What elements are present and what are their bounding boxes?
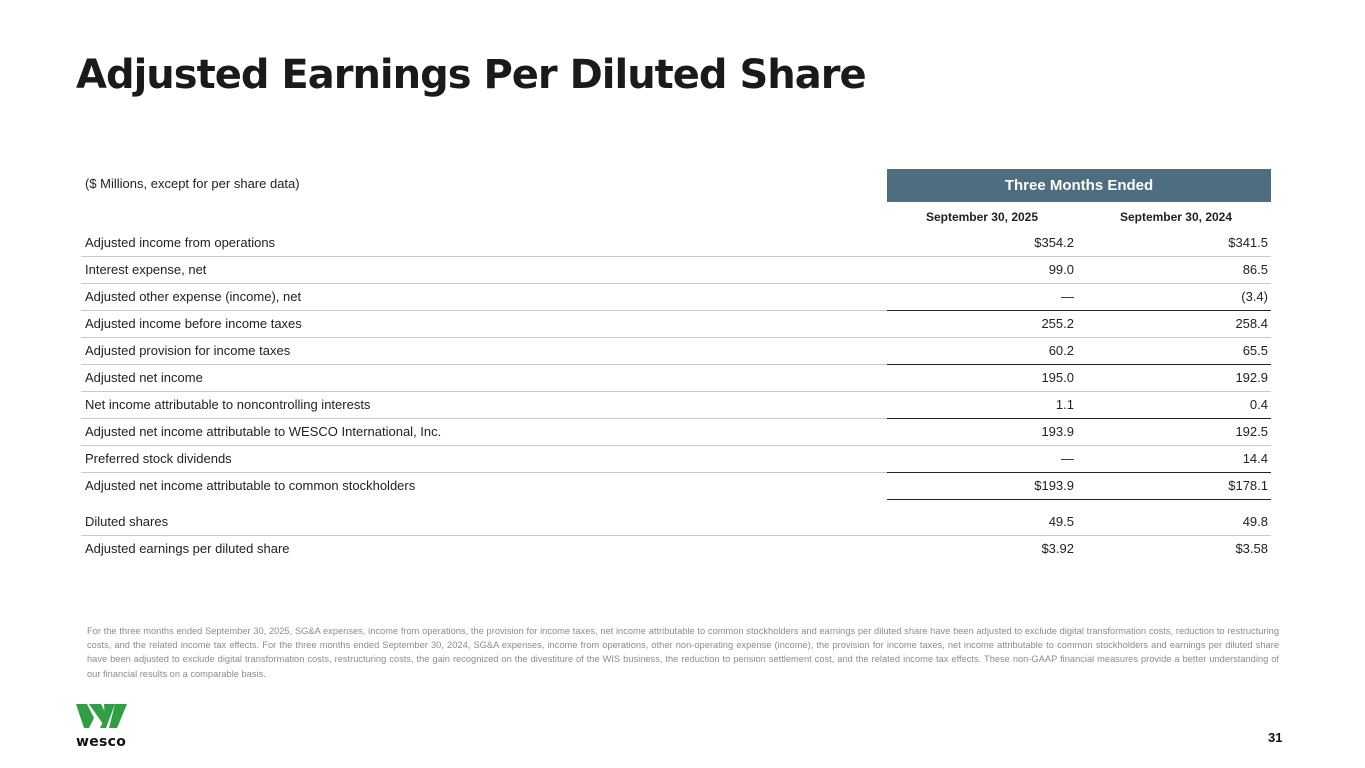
logo-wordmark: wesco — [76, 734, 127, 750]
value-2024: 258.4 — [1235, 316, 1268, 331]
footnote: For the three months ended September 30,… — [87, 626, 1279, 679]
row-label: Adjusted earnings per diluted share — [85, 541, 290, 556]
value-2025: 255.2 — [1041, 316, 1074, 331]
table-row: Preferred stock dividends — 14.4 — [81, 446, 1271, 473]
column-header-row: September 30, 2025 September 30, 2024 — [81, 202, 1271, 230]
value-2025: $193.9 — [1034, 478, 1074, 493]
value-2025: $354.2 — [1034, 235, 1074, 250]
value-2024: (3.4) — [1241, 289, 1268, 304]
logo-mark-icon — [76, 704, 127, 728]
row-label: Adjusted net income attributable to WESC… — [85, 424, 442, 439]
table-row: Adjusted income before income taxes 255.… — [81, 311, 1271, 338]
page-title: Adjusted Earnings Per Diluted Share — [76, 52, 867, 98]
subtotal-rule — [887, 310, 1081, 311]
subtotal-rule — [887, 364, 1081, 365]
value-2024: $3.58 — [1235, 541, 1268, 556]
subtotal-rule — [1081, 418, 1271, 419]
value-2025: — — [1061, 289, 1074, 304]
value-2024: 65.5 — [1242, 343, 1268, 358]
value-2024: $178.1 — [1228, 478, 1268, 493]
value-2025: 49.5 — [1048, 514, 1074, 529]
table-row: Adjusted other expense (income), net — (… — [81, 284, 1271, 311]
page-number: 31 — [1268, 730, 1283, 745]
row-label: Adjusted income before income taxes — [85, 316, 302, 331]
table-row: Net income attributable to noncontrollin… — [81, 392, 1271, 419]
value-2025: — — [1061, 451, 1074, 466]
row-label: Diluted shares — [85, 514, 169, 529]
subtotal-rule — [1081, 310, 1271, 311]
table-row: Interest expense, net 99.0 86.5 — [81, 257, 1271, 284]
units-label: ($ Millions, except for per share data) — [85, 176, 300, 191]
value-2024: 14.4 — [1242, 451, 1268, 466]
table-row: Adjusted net income attributable to WESC… — [81, 419, 1271, 446]
value-2024: 192.5 — [1235, 424, 1268, 439]
company-logo: wesco — [76, 704, 128, 750]
table-row: Adjusted provision for income taxes 60.2… — [81, 338, 1271, 365]
row-label: Net income attributable to noncontrollin… — [85, 397, 371, 412]
row-label: Adjusted net income attributable to comm… — [85, 478, 416, 493]
column-header-2024: September 30, 2024 — [1119, 210, 1233, 224]
row-label: Interest expense, net — [85, 262, 207, 277]
subtotal-rule — [887, 418, 1081, 419]
row-label: Adjusted other expense (income), net — [85, 289, 302, 304]
table-row: Adjusted net income 195.0 192.9 — [81, 365, 1271, 392]
value-2025: 60.2 — [1048, 343, 1074, 358]
table-spacer — [81, 499, 1271, 509]
column-header-2025: September 30, 2025 — [925, 210, 1039, 224]
value-2024: 49.8 — [1242, 514, 1268, 529]
value-2025: 99.0 — [1048, 262, 1074, 277]
value-2024: 0.4 — [1249, 397, 1268, 412]
value-2025: 1.1 — [1055, 397, 1074, 412]
value-2024: 192.9 — [1235, 370, 1268, 385]
total-rule — [887, 499, 1081, 500]
table-row: Adjusted income from operations $354.2 $… — [81, 230, 1271, 257]
value-2025: 193.9 — [1041, 424, 1074, 439]
row-label: Preferred stock dividends — [85, 451, 232, 466]
subtotal-rule — [887, 472, 1081, 473]
table-row: Adjusted net income attributable to comm… — [81, 473, 1271, 500]
financial-table: ($ Millions, except for per share data) … — [81, 169, 1271, 562]
row-label: Adjusted income from operations — [85, 235, 276, 250]
table-row: Diluted shares 49.5 49.8 — [81, 509, 1271, 536]
table-header-row: ($ Millions, except for per share data) … — [81, 169, 1271, 202]
period-header: Three Months Ended — [887, 169, 1271, 202]
table-row: Adjusted earnings per diluted share $3.9… — [81, 536, 1271, 562]
value-2025: $3.92 — [1041, 541, 1074, 556]
row-label: Adjusted net income — [85, 370, 203, 385]
value-2024: 86.5 — [1242, 262, 1268, 277]
value-2025: 195.0 — [1041, 370, 1074, 385]
total-rule — [1081, 499, 1271, 500]
subtotal-rule — [1081, 364, 1271, 365]
subtotal-rule — [1081, 472, 1271, 473]
row-label: Adjusted provision for income taxes — [85, 343, 291, 358]
value-2024: $341.5 — [1228, 235, 1268, 250]
